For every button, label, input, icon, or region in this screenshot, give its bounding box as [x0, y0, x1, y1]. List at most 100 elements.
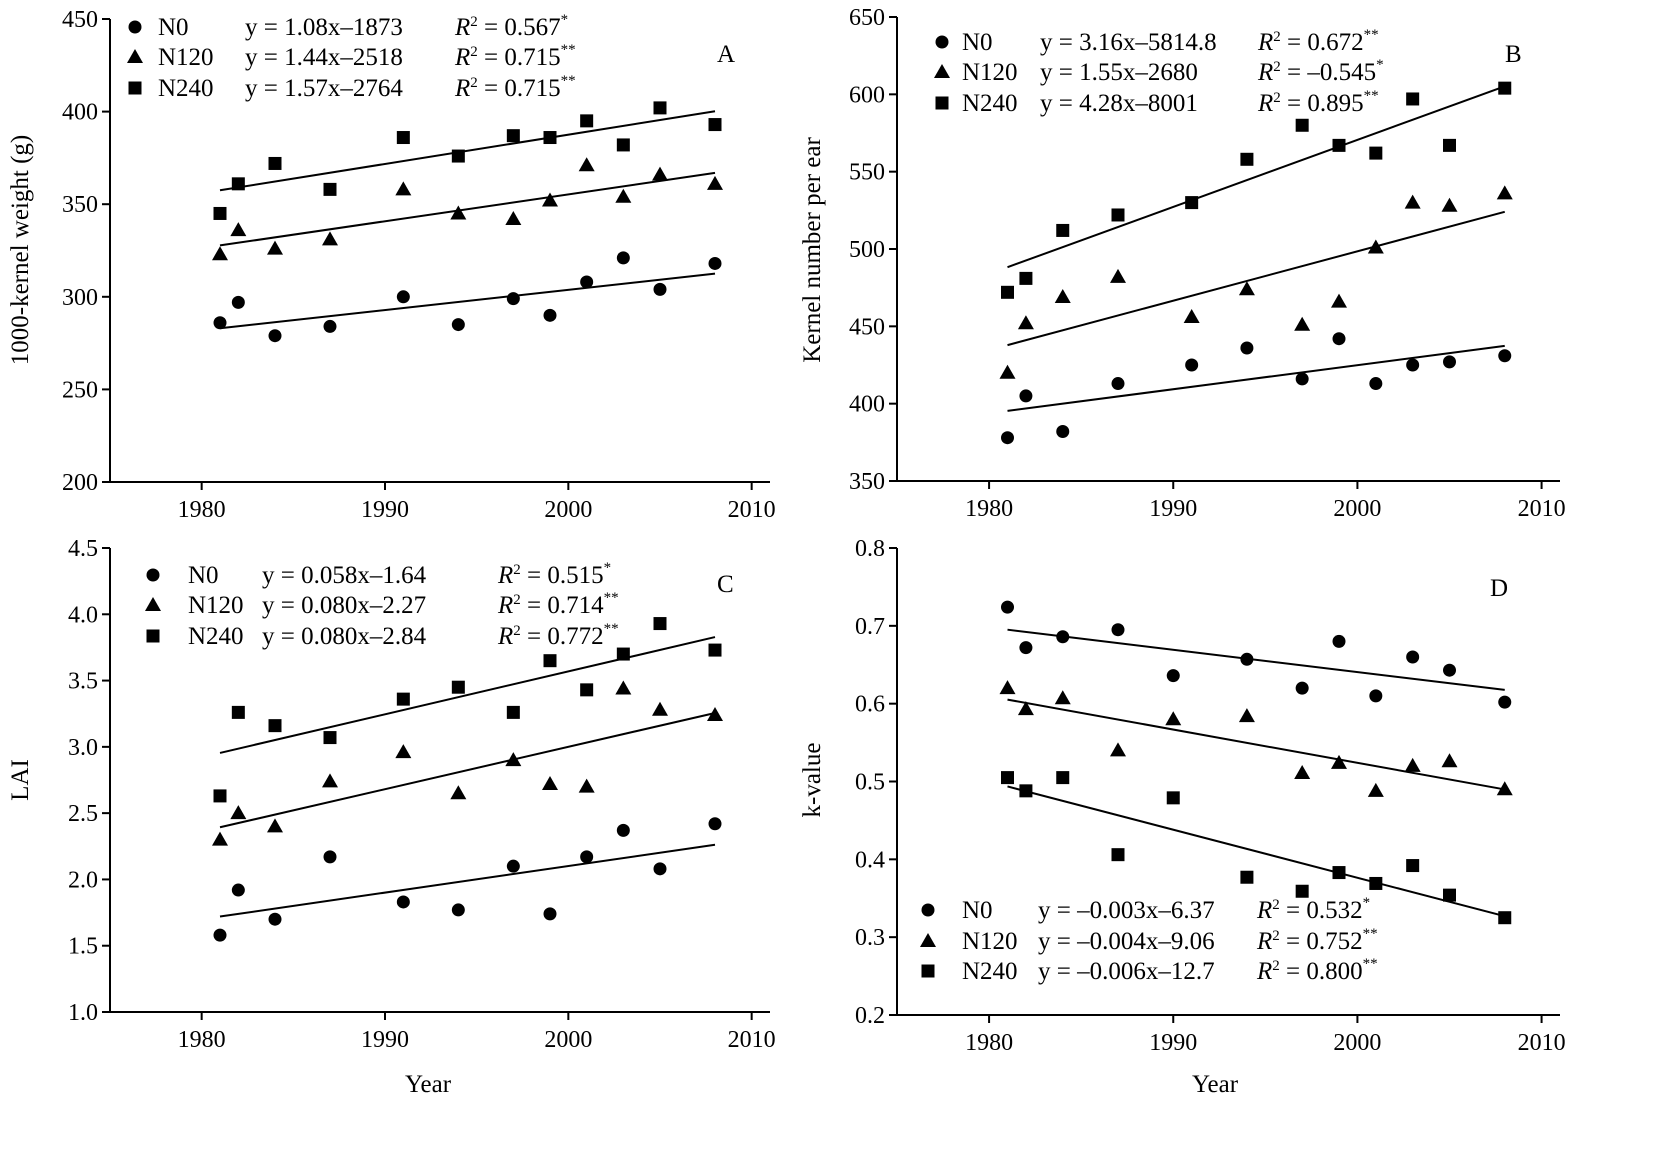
significance-mark: *	[604, 560, 612, 576]
data-point	[1369, 876, 1383, 890]
x-tick-label: 2000	[1333, 1030, 1381, 1056]
x-tick-label: 1990	[361, 1027, 409, 1053]
data-point	[708, 256, 722, 270]
data-point	[1496, 781, 1513, 796]
r-equals: =	[478, 14, 505, 41]
r-symbol: R	[497, 592, 513, 619]
x-tick-label: 2010	[728, 1027, 776, 1053]
x-axis-label: Year	[405, 1071, 452, 1098]
r-squared: R2 = 0.772**	[497, 621, 619, 650]
data-point	[322, 231, 338, 246]
r-symbol: R	[1256, 897, 1272, 924]
data-point	[230, 222, 247, 237]
trend-line	[219, 636, 716, 754]
x-tick-label: 2010	[1518, 1030, 1566, 1056]
data-point	[1332, 138, 1346, 152]
data-point	[1498, 695, 1512, 709]
data-point	[1111, 377, 1125, 391]
data-point	[653, 617, 667, 631]
x-tick-label: 1990	[1149, 496, 1197, 522]
legend-entry: N0 y = 0.058x–1.64 R2 = 0.515*	[146, 560, 612, 589]
data-point	[1496, 185, 1513, 200]
y-tick-label: 0.3	[855, 925, 885, 951]
data-point	[616, 251, 630, 265]
r-squared-value: 0.772	[547, 623, 603, 650]
data-point	[213, 789, 227, 803]
r-equals: =	[1280, 928, 1307, 955]
data-point	[580, 114, 594, 128]
data-point	[1294, 764, 1311, 779]
r-squared-value: –0.545	[1306, 59, 1376, 86]
r-equals: =	[478, 75, 505, 102]
r-squared: R2 = 0.800**	[1256, 956, 1378, 985]
data-point	[231, 177, 245, 191]
series-n240	[1001, 771, 1512, 925]
data-point	[653, 862, 667, 876]
r-symbol: R	[1256, 928, 1272, 955]
data-point	[580, 850, 594, 864]
r-superscript: 2	[1272, 928, 1280, 944]
y-axis-label: k-value	[799, 743, 826, 818]
r-squared-value: 0.567	[504, 14, 560, 41]
data-point	[578, 157, 595, 172]
r-squared: R2 = 0.895**	[1257, 88, 1379, 117]
data-point	[1110, 742, 1126, 757]
r-superscript: 2	[470, 44, 478, 60]
legend-label: N240	[962, 90, 1018, 117]
y-axis-label: Kernel number per ear	[799, 137, 826, 363]
r-squared: R2 = 0.532*	[1256, 895, 1370, 924]
significance-mark: *	[561, 12, 569, 28]
y-tick-label: 250	[62, 377, 98, 403]
legend-label: N0	[158, 14, 189, 41]
regression-equation: y = 1.55x–2680	[1040, 59, 1198, 86]
data-point	[543, 654, 557, 668]
legend-marker-triangle	[920, 933, 936, 947]
data-point	[231, 705, 245, 719]
data-point	[506, 292, 520, 306]
data-point	[1367, 239, 1384, 254]
y-tick-label: 550	[849, 160, 885, 186]
data-point	[708, 817, 722, 831]
data-point	[707, 707, 723, 722]
legend-marker-triangle	[127, 49, 143, 63]
regression-equation: y = –0.003x–6.37	[1038, 897, 1215, 924]
data-point	[213, 206, 227, 220]
legend-marker-circle	[935, 35, 949, 49]
regression-equation: y = –0.006x–12.7	[1038, 958, 1215, 985]
data-point	[708, 643, 722, 657]
trend-line	[219, 171, 716, 247]
significance-mark: **	[1363, 956, 1378, 972]
r-squared: R2 = 0.752**	[1256, 926, 1378, 955]
trend-line	[1007, 785, 1506, 918]
significance-mark: **	[604, 621, 619, 637]
data-point	[1001, 600, 1014, 614]
legend-entry: N120 y = 1.55x–2680 R2 = –0.545*	[934, 57, 1384, 86]
x-tick-label: 2000	[544, 1027, 592, 1053]
legend-label: N120	[962, 928, 1018, 955]
r-squared: R2 = –0.545*	[1257, 57, 1384, 86]
data-point	[450, 205, 467, 220]
data-point	[1240, 652, 1254, 666]
r-equals: =	[1281, 29, 1308, 56]
r-superscript: 2	[513, 623, 521, 639]
y-tick-label: 0.2	[855, 1003, 885, 1029]
y-tick-label: 400	[849, 392, 885, 418]
data-point	[1019, 641, 1033, 655]
data-point	[396, 290, 410, 304]
data-point	[267, 818, 283, 833]
regression-equation: y = –0.004x–9.06	[1038, 928, 1215, 955]
data-point	[1294, 316, 1311, 331]
data-point	[451, 149, 465, 163]
y-tick-label: 0.8	[855, 536, 885, 562]
data-point	[506, 859, 520, 873]
data-point	[1110, 268, 1126, 283]
legend-marker-square	[128, 81, 142, 95]
data-point	[1017, 701, 1034, 716]
r-squared: R2 = 0.715**	[454, 42, 576, 71]
regression-equation: y = 0.080x–2.27	[262, 592, 426, 619]
data-point	[580, 683, 594, 697]
data-point	[1404, 757, 1421, 772]
data-point	[1001, 285, 1014, 299]
data-point	[323, 319, 337, 333]
